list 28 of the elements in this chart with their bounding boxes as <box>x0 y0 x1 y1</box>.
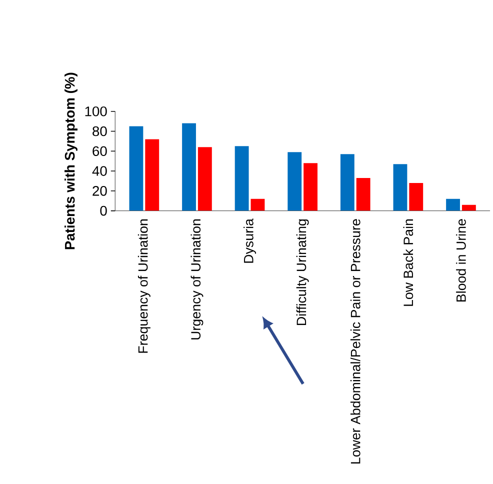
bar <box>145 139 160 211</box>
y-tick-label: 40 <box>92 166 107 176</box>
bar <box>304 162 318 211</box>
y-tick-label: 60 <box>92 146 107 156</box>
x-tick-label: Frequency of Urination <box>138 219 150 353</box>
bar <box>288 152 302 211</box>
x-tick-label: Dysuria <box>244 218 256 263</box>
bar <box>462 204 476 211</box>
bar <box>393 164 408 211</box>
bar <box>250 198 265 211</box>
y-tick-label: 20 <box>92 186 107 196</box>
bar <box>340 154 354 211</box>
bar <box>182 123 196 211</box>
bar <box>446 198 460 211</box>
y-tick-label: 100 <box>85 106 107 116</box>
x-tick-label: Difficulty Urinating <box>296 219 309 325</box>
bar <box>409 182 424 211</box>
bar <box>129 126 144 211</box>
bar <box>198 147 212 211</box>
x-tick-label: Low Back Pain <box>403 219 414 306</box>
y-tick-label: 80 <box>92 126 107 136</box>
y-axis-title: Patients with Symptom (%) <box>64 72 78 250</box>
bar <box>234 146 249 211</box>
x-tick-label: Lower Abdominal/Pelvic Pain or Pressure <box>350 219 360 464</box>
bar <box>356 178 370 211</box>
x-tick-label: Blood in Urine <box>456 219 466 302</box>
y-tick-label: 0 <box>100 206 107 216</box>
x-tick-label: Urgency of Urination <box>190 219 204 340</box>
